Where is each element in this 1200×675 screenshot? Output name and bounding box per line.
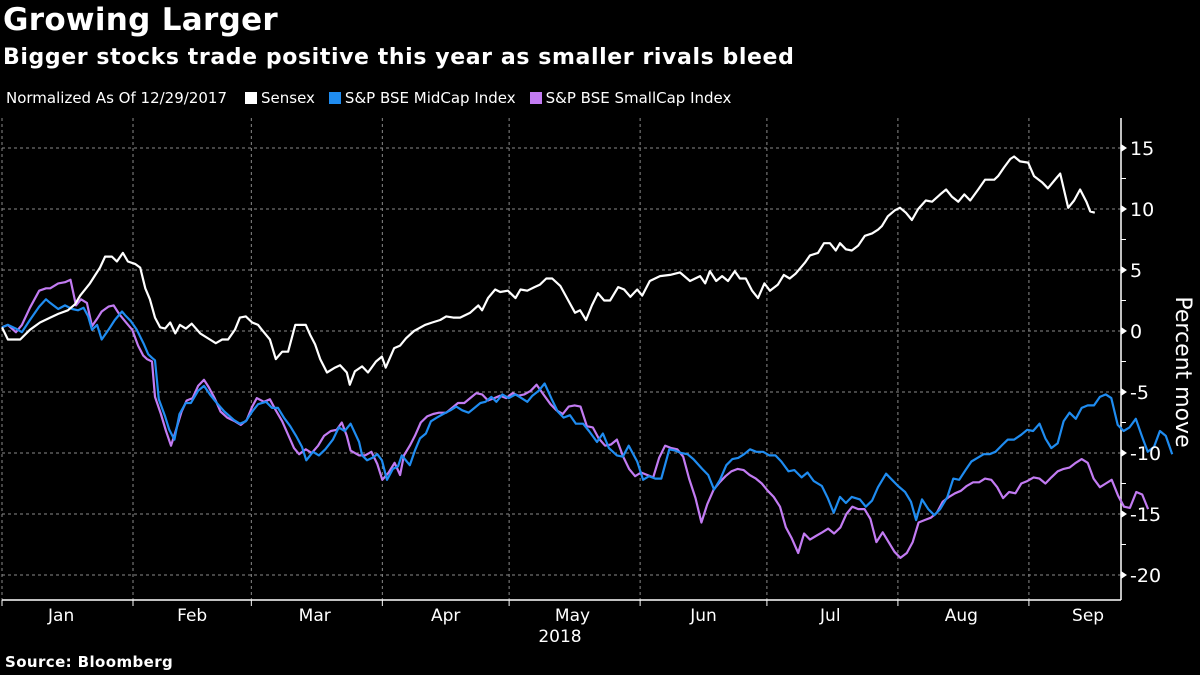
legend-label-sensex: Sensex bbox=[261, 89, 315, 107]
y-tick-label: 10 bbox=[1130, 199, 1154, 221]
x-tick-label: Mar bbox=[299, 606, 331, 626]
source-note: Source: Bloomberg bbox=[5, 653, 174, 671]
x-tick-label: Jun bbox=[689, 606, 717, 626]
legend-swatch-midcap bbox=[328, 92, 341, 104]
legend-swatch-sensex bbox=[245, 92, 257, 104]
y-tick-mark bbox=[1121, 327, 1127, 335]
y-tick-label: 15 bbox=[1130, 138, 1154, 160]
legend-normalization-note: Normalized As Of 12/29/2017 bbox=[6, 89, 227, 107]
x-tick-label: Feb bbox=[177, 606, 207, 626]
y-tick-label: 5 bbox=[1130, 260, 1142, 282]
legend-swatch-smallcap bbox=[529, 92, 542, 104]
x-tick-label: Aug bbox=[945, 606, 978, 626]
y-tick-mark bbox=[1121, 144, 1127, 152]
y-axis-label: Percent move bbox=[1170, 296, 1195, 447]
series-line-sensex bbox=[1, 155, 1096, 386]
y-tick-mark bbox=[1121, 205, 1127, 213]
x-tick-label: Sep bbox=[1072, 606, 1104, 626]
y-tick-mark bbox=[1121, 510, 1127, 518]
series-line-smallcap bbox=[1, 278, 1150, 560]
y-tick-label: -20 bbox=[1130, 565, 1161, 587]
legend-item-smallcap: S&P BSE SmallCap Index bbox=[529, 89, 732, 107]
axis-labels: 15 10 5 0 -5 -10 -15 -20 Jan Feb Mar Apr May Jun Jul Au… bbox=[47, 138, 1161, 626]
legend: Normalized As Of 12/29/2017 Sensex S&P B… bbox=[6, 89, 745, 107]
series-lines bbox=[1, 155, 1174, 560]
axes bbox=[1, 118, 1127, 606]
y-tick-mark bbox=[1121, 388, 1127, 396]
x-axis-year-label: 2018 bbox=[538, 627, 581, 647]
x-tick-label: Jan bbox=[47, 606, 74, 626]
series-line-midcap bbox=[1, 298, 1174, 522]
y-tick-mark bbox=[1121, 571, 1127, 579]
y-tick-mark bbox=[1121, 266, 1127, 274]
x-tick-label: May bbox=[555, 606, 590, 626]
y-tick-label: 0 bbox=[1130, 321, 1142, 343]
gridlines bbox=[1, 118, 1121, 600]
chart-title: Growing Larger bbox=[3, 2, 279, 38]
y-tick-mark bbox=[1121, 449, 1127, 457]
x-tick-label: Jul bbox=[819, 606, 841, 626]
legend-item-sensex: Sensex bbox=[245, 89, 315, 107]
legend-label-midcap: S&P BSE MidCap Index bbox=[344, 89, 516, 107]
y-tick-label: -5 bbox=[1130, 382, 1149, 404]
legend-item-midcap: S&P BSE MidCap Index bbox=[328, 89, 516, 107]
y-tick-label: -15 bbox=[1130, 504, 1161, 526]
chart-subtitle: Bigger stocks trade positive this year a… bbox=[3, 45, 795, 70]
legend-label-smallcap: S&P BSE SmallCap Index bbox=[545, 89, 732, 107]
x-tick-label: Apr bbox=[431, 606, 460, 626]
y-tick-label: -10 bbox=[1130, 443, 1161, 465]
